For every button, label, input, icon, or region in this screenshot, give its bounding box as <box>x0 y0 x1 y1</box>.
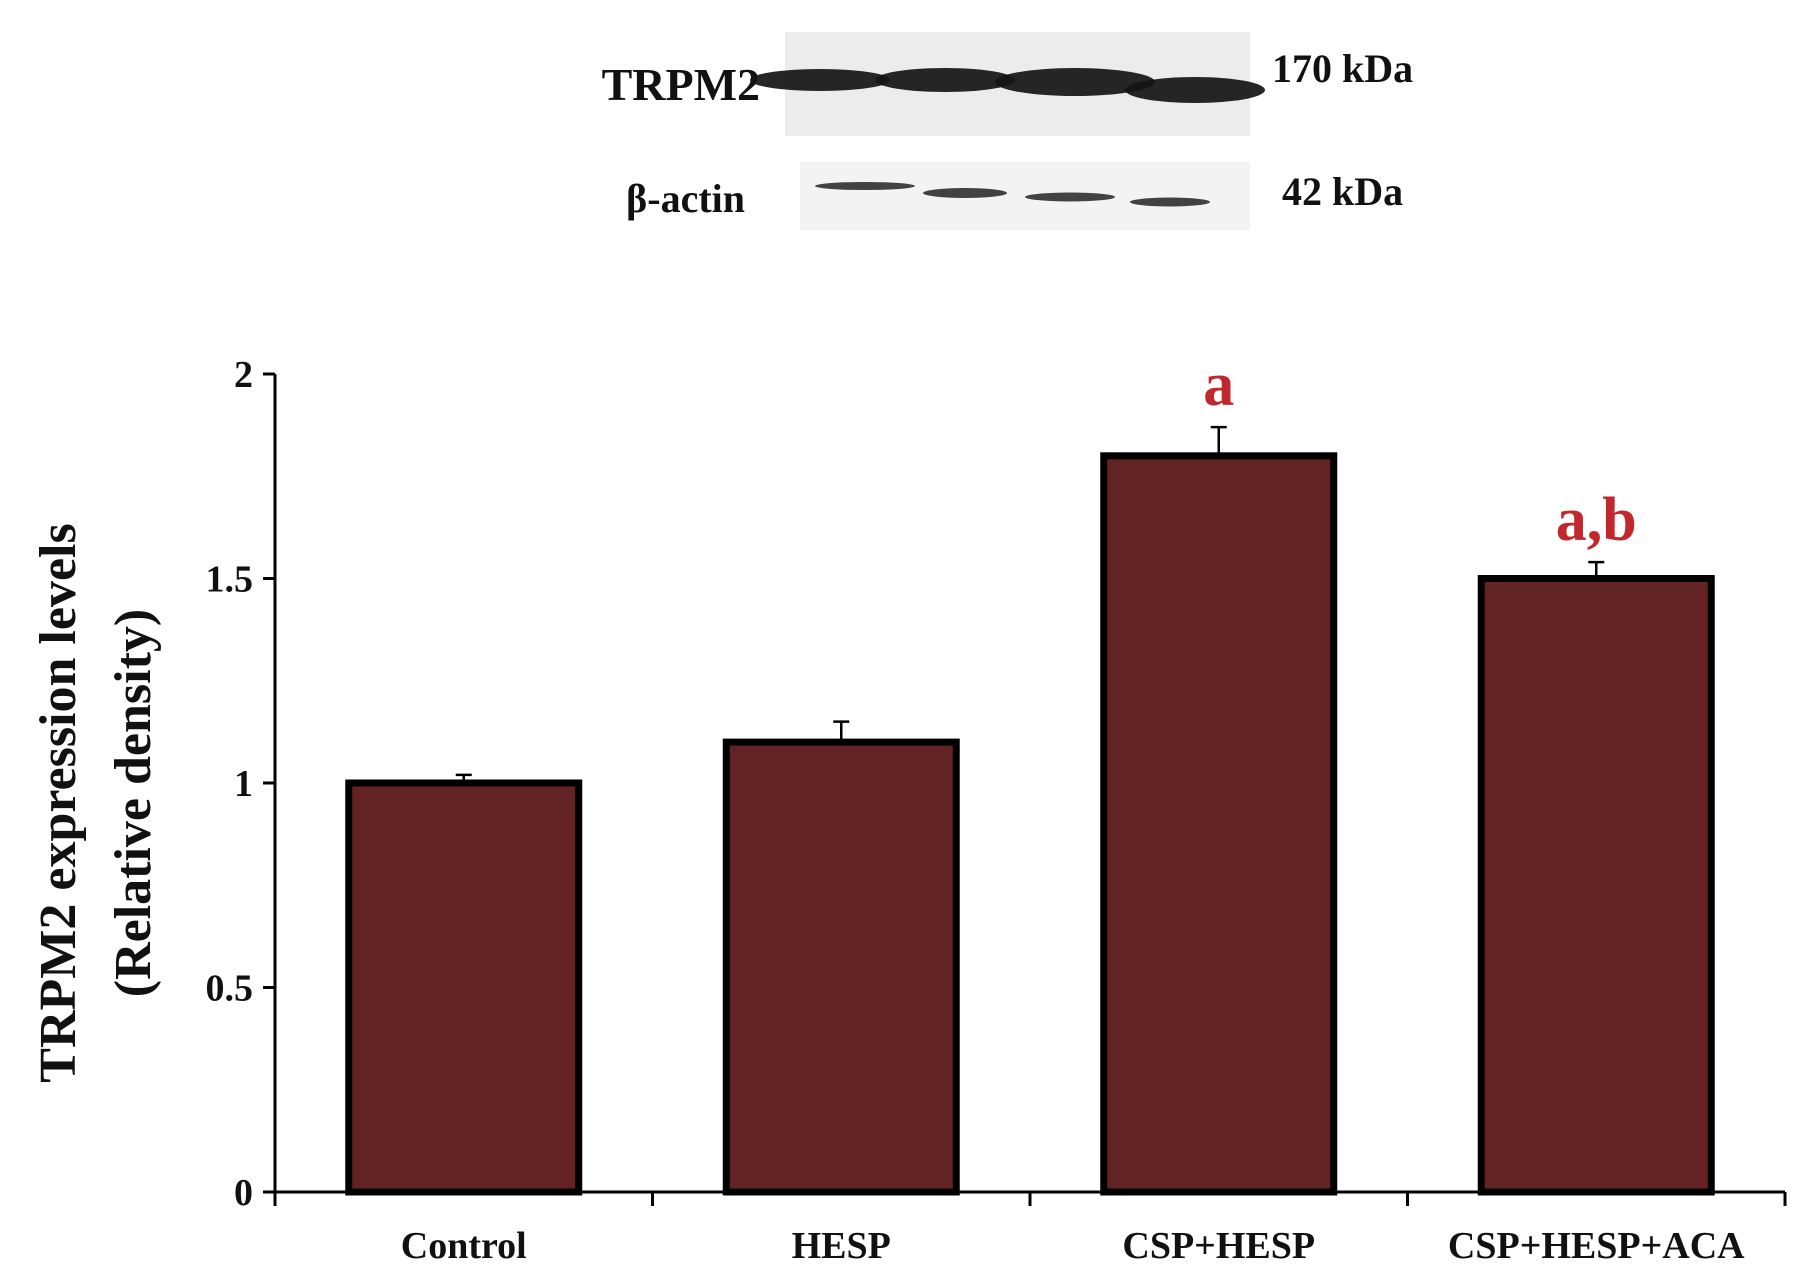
y-tick-label: 1.5 <box>206 559 254 601</box>
actin-band-1 <box>815 182 915 190</box>
y-tick-label: 0 <box>234 1172 253 1214</box>
y-axis: 0 0.5 1 1.5 2 <box>206 354 277 1214</box>
x-tick-labels: Control HESP CSP+HESP CSP+HESP+ACA <box>401 1225 1745 1267</box>
blot-mw-label-trpm2: 170 kDa <box>1272 46 1413 91</box>
trpm2-band-1 <box>750 69 890 91</box>
y-axis-title-line-1: TRPM2 expression levels <box>30 523 87 1082</box>
y-tick-label: 0.5 <box>206 968 254 1010</box>
x-tick-label: HESP <box>792 1225 891 1267</box>
blot-bands-actin <box>815 182 1210 207</box>
bar-series <box>345 452 1715 1196</box>
blot-mw-label-actin: 42 kDa <box>1282 169 1403 214</box>
significance-label: a,b <box>1556 486 1637 554</box>
bar-chart: 0 0.5 1 1.5 2 a a,b Control HESP CSP+HESP CSP+HE… <box>30 351 1787 1267</box>
bar <box>1100 452 1338 1196</box>
significance-labels: a a,b <box>1203 351 1636 554</box>
trpm2-band-2 <box>875 68 1015 92</box>
significance-label: a <box>1203 351 1234 419</box>
y-axis-title-line-2: (Relative density) <box>105 609 162 997</box>
bar <box>345 779 583 1196</box>
blot-bands-trpm2 <box>750 68 1265 103</box>
bar <box>1477 575 1715 1196</box>
error-bars <box>455 425 1605 783</box>
actin-band-4 <box>1130 197 1210 207</box>
trpm2-band-3 <box>995 68 1155 96</box>
x-tick-label: CSP+HESP+ACA <box>1448 1225 1745 1267</box>
blot-protein-label-actin: β-actin <box>626 176 745 221</box>
western-blot-panel: TRPM2 170 kDa β-actin 42 kDa <box>602 32 1413 230</box>
trpm2-band-4 <box>1125 77 1265 103</box>
actin-band-2 <box>923 188 1007 198</box>
blot-protein-label-trpm2: TRPM2 <box>602 59 760 110</box>
bar <box>722 738 960 1196</box>
y-tick-label: 2 <box>234 354 253 396</box>
x-tick-label: Control <box>401 1225 527 1267</box>
x-tick-label: CSP+HESP <box>1122 1225 1315 1267</box>
actin-band-3 <box>1025 192 1115 202</box>
y-axis-title: TRPM2 expression levels (Relative density… <box>30 523 162 1082</box>
y-tick-label: 1 <box>234 763 253 805</box>
blot-strip-actin <box>800 162 1250 230</box>
